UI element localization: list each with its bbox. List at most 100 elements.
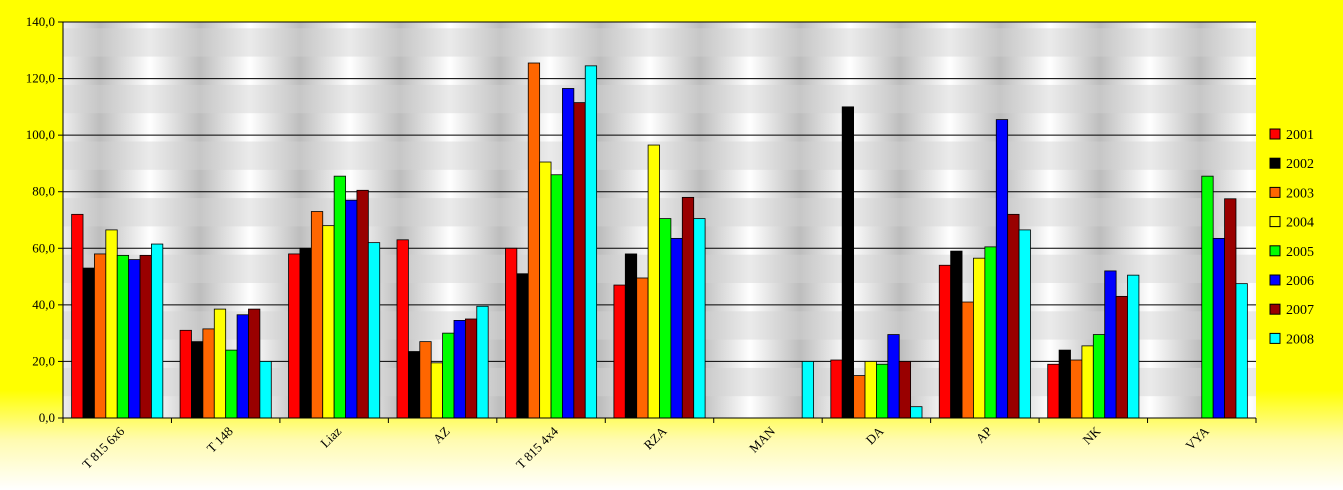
bar-2004-0 xyxy=(105,229,118,419)
bar-2001-5 xyxy=(613,284,626,419)
bar-2004-7 xyxy=(864,361,877,419)
bar-2004-5 xyxy=(647,144,660,419)
bar-2006-3 xyxy=(453,320,466,419)
bar-2005-0 xyxy=(116,254,130,419)
bar-2001-3 xyxy=(396,239,409,419)
legend-label-2007: 2007 xyxy=(1286,303,1314,318)
bar-2004-8 xyxy=(973,257,986,419)
bar-2006-8 xyxy=(995,119,1009,419)
bar-2003-7 xyxy=(853,375,866,419)
bar-2008-5 xyxy=(693,218,706,419)
bar-2005-10 xyxy=(1201,175,1214,419)
y-tick-label: 140,0 xyxy=(26,14,55,29)
bar-2001-9 xyxy=(1047,363,1060,419)
x-tick-label: T 148 xyxy=(204,424,236,456)
legend-swatch-2007 xyxy=(1269,303,1281,315)
y-tick-label: 80,0 xyxy=(32,184,55,199)
x-tick-label: VYA xyxy=(1182,423,1212,453)
x-tick-label: AP xyxy=(973,424,995,446)
x-tick-label: DA xyxy=(863,423,887,447)
bar-2007-7 xyxy=(898,361,912,419)
bar-2005-4 xyxy=(550,174,563,419)
y-tick-label: 20,0 xyxy=(32,353,55,368)
x-tick-label: AZ xyxy=(430,423,453,446)
bar-2001-1 xyxy=(179,329,192,419)
bar-2002-0 xyxy=(82,267,95,419)
bar-2007-10 xyxy=(1224,198,1237,419)
bar-2004-9 xyxy=(1081,345,1094,419)
bar-2008-2 xyxy=(367,242,381,419)
bar-2007-1 xyxy=(248,308,261,419)
bars xyxy=(71,62,1248,419)
bar-2008-3 xyxy=(476,305,489,419)
bar-2002-1 xyxy=(191,341,204,419)
bar-2003-3 xyxy=(419,341,432,419)
legend-label-2004: 2004 xyxy=(1286,216,1314,231)
bar-2008-7 xyxy=(910,406,923,419)
bar-2006-4 xyxy=(562,88,575,419)
bar-2003-0 xyxy=(94,253,107,419)
legend-label-2002: 2002 xyxy=(1286,157,1314,172)
legend-label-2001: 2001 xyxy=(1286,128,1314,143)
bar-2002-4 xyxy=(516,273,529,419)
legend-swatch-2005 xyxy=(1269,245,1281,257)
bar-2007-0 xyxy=(139,254,152,419)
y-tick-label: 40,0 xyxy=(32,297,55,312)
bar-2006-2 xyxy=(345,199,358,419)
bar-2001-8 xyxy=(938,264,952,419)
bar-2007-8 xyxy=(1007,213,1020,419)
bar-2004-2 xyxy=(322,225,335,419)
legend-label-2005: 2005 xyxy=(1286,245,1314,260)
y-tick-label: 60,0 xyxy=(32,240,55,255)
y-tick-label: 120,0 xyxy=(26,71,55,86)
bar-2006-0 xyxy=(128,259,141,419)
bar-2001-7 xyxy=(830,359,843,419)
bar-2005-1 xyxy=(225,349,238,419)
x-tick-label: T 815 6x6 xyxy=(79,423,128,472)
bar-2005-8 xyxy=(984,246,997,419)
bar-2007-2 xyxy=(356,189,369,419)
bar-2002-7 xyxy=(841,106,855,419)
y-tick-label: 100,0 xyxy=(26,127,55,142)
bar-2001-0 xyxy=(71,213,84,419)
bar-2008-4 xyxy=(584,65,598,419)
bar-2005-2 xyxy=(333,175,346,419)
x-tick-label: MAN xyxy=(746,423,778,455)
legend-label-2008: 2008 xyxy=(1286,332,1314,347)
bar-2007-5 xyxy=(681,196,695,419)
legend-swatch-2008 xyxy=(1269,332,1281,344)
bar-2003-4 xyxy=(527,62,541,419)
x-axis-ticks: T 815 6x6 T 148 Liaz AZ T 815 4x4 RZA MAN DA AP N… xyxy=(62,418,1257,472)
bar-2005-7 xyxy=(876,363,889,419)
bar-2006-10 xyxy=(1212,237,1225,419)
bar-2002-2 xyxy=(299,247,312,419)
bar-2002-8 xyxy=(950,250,963,419)
legend-label-2006: 2006 xyxy=(1286,274,1314,289)
legend-swatch-2003 xyxy=(1269,186,1281,198)
y-axis-ticks: 0,0 20,0 40,0 60,0 80,0 100,0 120,0 140,0 xyxy=(26,14,63,425)
bar-2004-4 xyxy=(539,161,552,419)
legend-swatch-2001 xyxy=(1269,128,1281,140)
bar-2004-1 xyxy=(213,308,227,419)
bar-2002-9 xyxy=(1058,349,1071,419)
bar-2003-8 xyxy=(961,301,974,419)
bar-2008-10 xyxy=(1235,283,1248,419)
y-tick-label: 0,0 xyxy=(39,410,55,425)
bar-2007-9 xyxy=(1115,295,1128,419)
bar-2005-9 xyxy=(1092,334,1106,419)
x-tick-label: NK xyxy=(1080,423,1104,447)
bar-2005-3 xyxy=(442,332,455,419)
x-tick-label: T 815 4x4 xyxy=(513,423,562,472)
bar-2004-3 xyxy=(430,362,443,419)
bar-2001-4 xyxy=(505,247,518,419)
bar-2002-3 xyxy=(407,351,421,419)
x-tick-label: Liaz xyxy=(317,423,344,450)
bar-2002-5 xyxy=(624,253,638,419)
x-tick-label: RZA xyxy=(641,423,670,452)
legend-swatch-2004 xyxy=(1269,216,1281,228)
bar-2008-1 xyxy=(259,361,272,419)
bar-2006-7 xyxy=(887,334,900,419)
legend: 2001 2002 2003 2004 2005 2006 2007 2008 xyxy=(1269,128,1314,347)
legend-swatch-2002 xyxy=(1269,157,1281,169)
